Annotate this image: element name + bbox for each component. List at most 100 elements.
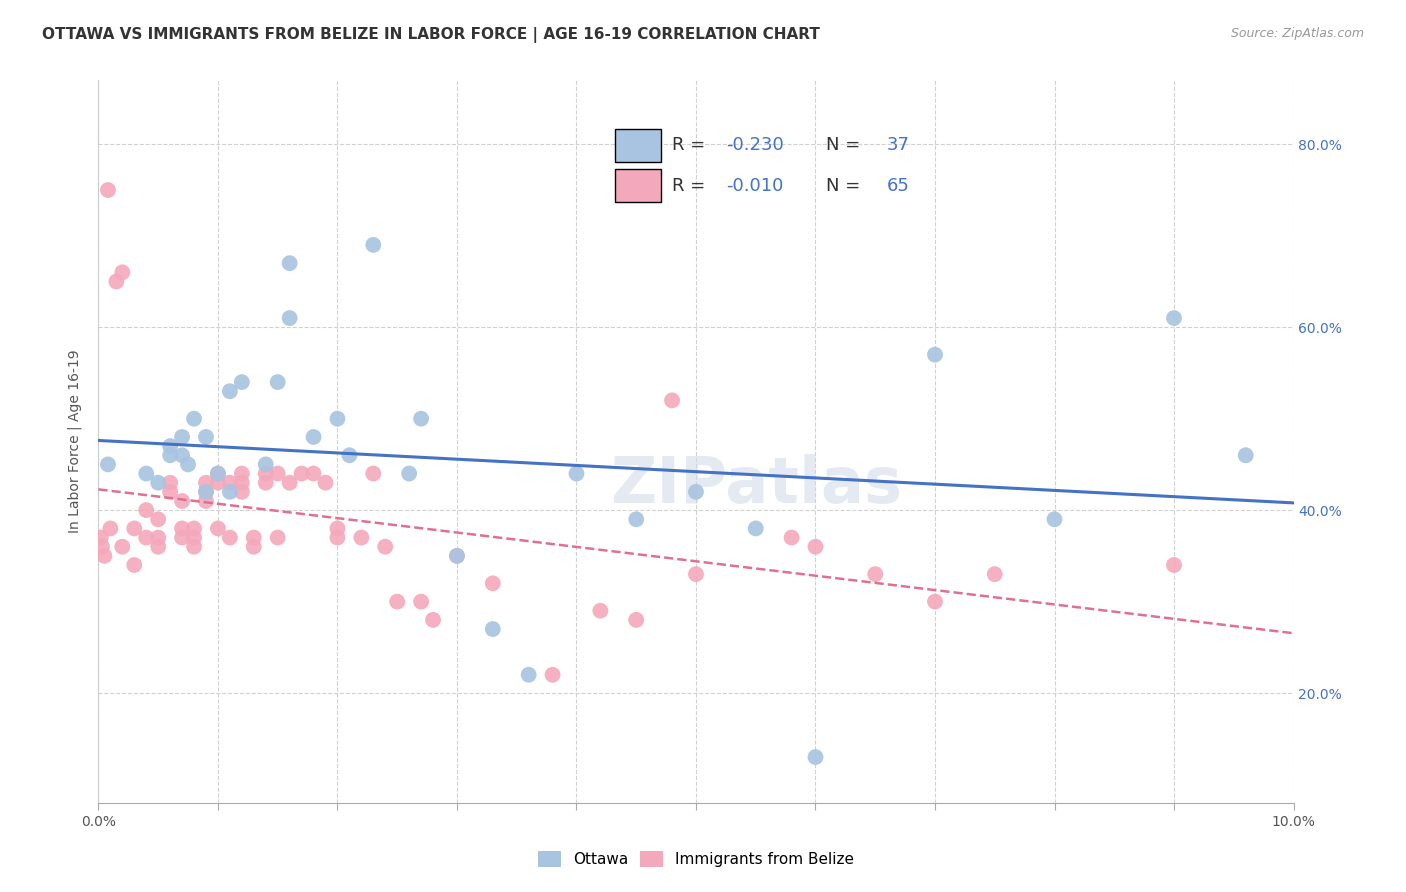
Point [780,531,803,545]
Point [207,521,229,535]
Point [219,484,242,499]
Point [219,384,242,399]
Point [291,467,314,481]
Point [804,750,827,764]
Point [219,531,242,545]
Point [1234,448,1257,462]
Point [254,458,277,472]
Point [374,540,396,554]
Point [124,558,146,572]
Text: ZIPatlas: ZIPatlas [610,454,901,516]
Point [231,475,253,490]
Point [111,265,134,279]
Point [195,484,218,499]
Point [90,531,112,545]
Point [278,475,301,490]
Point [231,467,253,481]
Point [172,494,194,508]
Point [195,484,218,499]
Point [350,531,373,545]
Point [219,475,242,490]
Point [626,512,648,526]
Point [517,667,540,681]
Point [302,430,325,444]
Point [243,531,266,545]
Point [661,393,683,408]
Point [626,613,648,627]
Point [148,540,170,554]
Point [339,448,361,462]
Point [446,549,468,563]
Point [148,531,170,545]
Point [302,467,325,481]
Point [267,531,290,545]
Point [1163,311,1185,326]
Point [745,521,768,535]
Point [589,604,612,618]
Point [685,567,707,582]
Point [105,275,128,289]
Point [398,467,420,481]
Point [183,531,205,545]
Point [207,475,229,490]
Point [135,531,157,545]
Point [411,594,433,608]
Point [243,540,266,554]
Point [159,448,181,462]
Point [183,521,205,535]
Point [91,540,114,554]
Point [231,484,253,499]
Point [172,531,194,545]
Point [183,540,205,554]
Point [422,613,444,627]
Text: Source: ZipAtlas.com: Source: ZipAtlas.com [1230,27,1364,40]
Point [278,311,301,326]
Point [865,567,887,582]
Point [183,411,205,425]
Point [159,439,181,453]
Point [172,430,194,444]
Point [278,256,301,270]
Point [111,540,134,554]
Point [207,467,229,481]
Point [363,467,385,481]
Point [195,430,218,444]
Point [326,521,349,535]
Point [172,521,194,535]
Text: OTTAWA VS IMMIGRANTS FROM BELIZE IN LABOR FORCE | AGE 16-19 CORRELATION CHART: OTTAWA VS IMMIGRANTS FROM BELIZE IN LABO… [42,27,820,43]
Point [172,448,194,462]
Point [1043,512,1066,526]
Point [207,467,229,481]
Point [124,521,146,535]
Point [98,521,122,535]
Point [482,622,505,636]
Point [97,458,120,472]
Point [159,475,181,490]
Point [93,549,115,563]
Point [148,475,170,490]
Point [984,567,1007,582]
Point [195,494,218,508]
Point [326,531,349,545]
Point [446,549,468,563]
Point [267,375,290,389]
Point [135,467,157,481]
Point [326,411,349,425]
Point [195,475,218,490]
Point [177,458,200,472]
Point [231,375,253,389]
Point [385,594,409,608]
Point [159,484,181,499]
Point [685,484,707,499]
Point [267,467,290,481]
Point [411,411,433,425]
Y-axis label: In Labor Force | Age 16-19: In Labor Force | Age 16-19 [67,350,83,533]
Legend: Ottawa, Immigrants from Belize: Ottawa, Immigrants from Belize [537,852,855,867]
Point [1163,558,1185,572]
Point [148,512,170,526]
Point [565,467,588,481]
Point [924,594,946,608]
Point [135,503,157,517]
Point [97,183,120,197]
Point [924,348,946,362]
